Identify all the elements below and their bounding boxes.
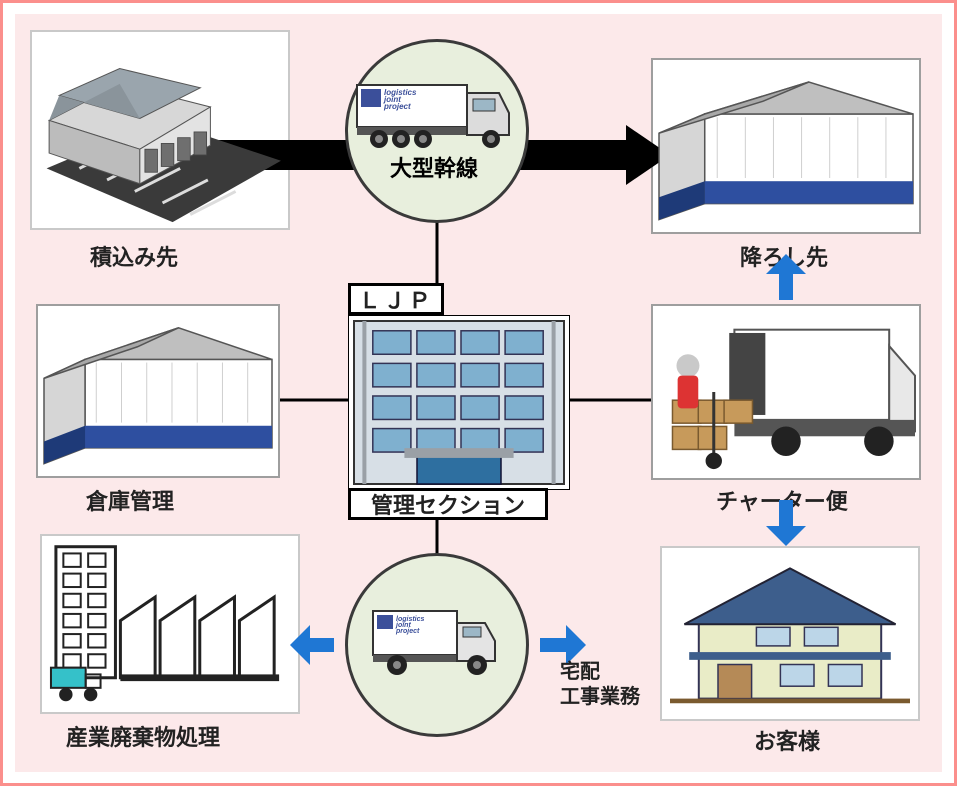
- node-unloading: [651, 58, 921, 234]
- label-large-truck: 大型幹線: [390, 151, 478, 183]
- label-delivery: 宅配工事業務: [560, 660, 640, 710]
- label-warehouse: 倉庫管理: [86, 484, 174, 516]
- node-customer: [660, 546, 920, 721]
- label-loading: 積込み先: [90, 240, 178, 272]
- label-charter: チャーター便: [716, 484, 848, 516]
- circle-bottom-truck: [345, 553, 529, 737]
- center-body: [348, 315, 570, 490]
- node-loading: [30, 30, 290, 230]
- center-title: ＬＪＰ: [348, 283, 444, 315]
- node-warehouse: [36, 304, 280, 478]
- node-charter: [651, 304, 921, 480]
- center-subtitle: 管理セクション: [348, 488, 548, 520]
- label-unloading: 降ろし先: [740, 240, 828, 272]
- circle-top-truck: [345, 39, 529, 223]
- node-waste: [40, 534, 300, 714]
- label-waste: 産業廃棄物処理: [66, 720, 220, 752]
- diagram-canvas: 積込み先 降ろし先 倉庫管理 チャーター便 産業廃棄物処理 お客様 ＬＪＰ 管理…: [0, 0, 957, 786]
- label-customer: お客様: [754, 724, 820, 756]
